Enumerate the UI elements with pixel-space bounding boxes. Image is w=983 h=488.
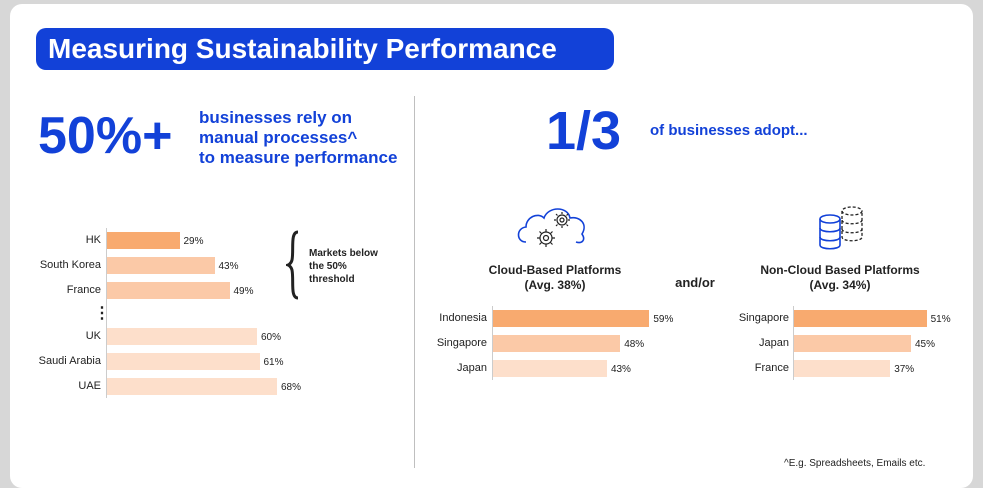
stat-one-third-text: of businesses adopt... bbox=[650, 122, 808, 139]
value-label: 49% bbox=[233, 286, 254, 297]
bar bbox=[493, 360, 607, 377]
noncloud-title-line-1: Non-Cloud Based Platforms bbox=[760, 263, 920, 277]
stat-text-line-2: manual processes^ bbox=[199, 128, 358, 147]
category-label: Indonesia bbox=[439, 312, 487, 324]
and-or-connector: and/or bbox=[675, 275, 715, 290]
category-label: South Korea bbox=[39, 259, 101, 271]
brace-text-line-3: threshold bbox=[309, 274, 355, 285]
curly-brace-icon bbox=[286, 230, 299, 300]
bar bbox=[107, 328, 257, 345]
page-title: Measuring Sustainability Performance bbox=[36, 28, 614, 70]
ellipsis-indicator: ⋮ bbox=[94, 305, 110, 322]
category-label: Singapore bbox=[738, 312, 789, 324]
database-icon bbox=[819, 206, 863, 250]
brace-text-line-1: Markets below bbox=[309, 248, 378, 259]
bar bbox=[493, 310, 650, 327]
bar bbox=[107, 353, 260, 370]
bar bbox=[794, 360, 891, 377]
value-label: 43% bbox=[610, 364, 631, 375]
value-label: 43% bbox=[218, 261, 239, 272]
value-label: 45% bbox=[915, 339, 936, 350]
bar bbox=[107, 378, 277, 395]
value-label: 68% bbox=[281, 382, 302, 393]
value-label: 37% bbox=[894, 364, 915, 375]
stat-one-third: 1/3 bbox=[546, 101, 622, 161]
footnote: ^E.g. Spreadsheets, Emails etc. bbox=[784, 458, 926, 469]
chart-axis-line bbox=[793, 306, 794, 380]
noncloud-title-line-2: (Avg. 34%) bbox=[809, 278, 871, 292]
bar bbox=[107, 257, 215, 274]
cloud-title-line-1: Cloud-Based Platforms bbox=[488, 263, 622, 277]
bar bbox=[107, 282, 230, 299]
value-label: 51% bbox=[930, 314, 951, 325]
category-label: UAE bbox=[78, 380, 101, 392]
stat-text-line-1: businesses rely on bbox=[199, 108, 353, 127]
bar bbox=[794, 335, 911, 352]
chart-axis-line bbox=[492, 306, 493, 380]
value-label: 59% bbox=[653, 314, 674, 325]
category-label: Saudi Arabia bbox=[38, 355, 101, 367]
category-label: Singapore bbox=[436, 337, 487, 349]
cloud-title-line-2: (Avg. 38%) bbox=[524, 278, 586, 292]
category-label: France bbox=[754, 362, 789, 374]
value-label: 60% bbox=[261, 332, 282, 343]
cloud-gear-icon bbox=[517, 208, 585, 247]
value-label: 48% bbox=[624, 339, 645, 350]
brace-text-line-2: the 50% bbox=[309, 261, 347, 272]
category-label: UK bbox=[85, 330, 101, 342]
section-divider bbox=[414, 96, 415, 468]
category-label: Japan bbox=[457, 362, 487, 374]
bar bbox=[493, 335, 621, 352]
stat-text-line-3: to measure performance bbox=[199, 148, 398, 167]
bar bbox=[107, 232, 180, 249]
value-label: 29% bbox=[183, 236, 204, 247]
bar bbox=[794, 310, 927, 327]
category-label: France bbox=[66, 284, 101, 296]
stat-fifty-percent: 50%+ bbox=[38, 107, 173, 165]
value-label: 61% bbox=[263, 357, 284, 368]
category-label: HK bbox=[85, 234, 101, 246]
category-label: Japan bbox=[759, 337, 789, 349]
chart-axis-line bbox=[106, 228, 107, 398]
